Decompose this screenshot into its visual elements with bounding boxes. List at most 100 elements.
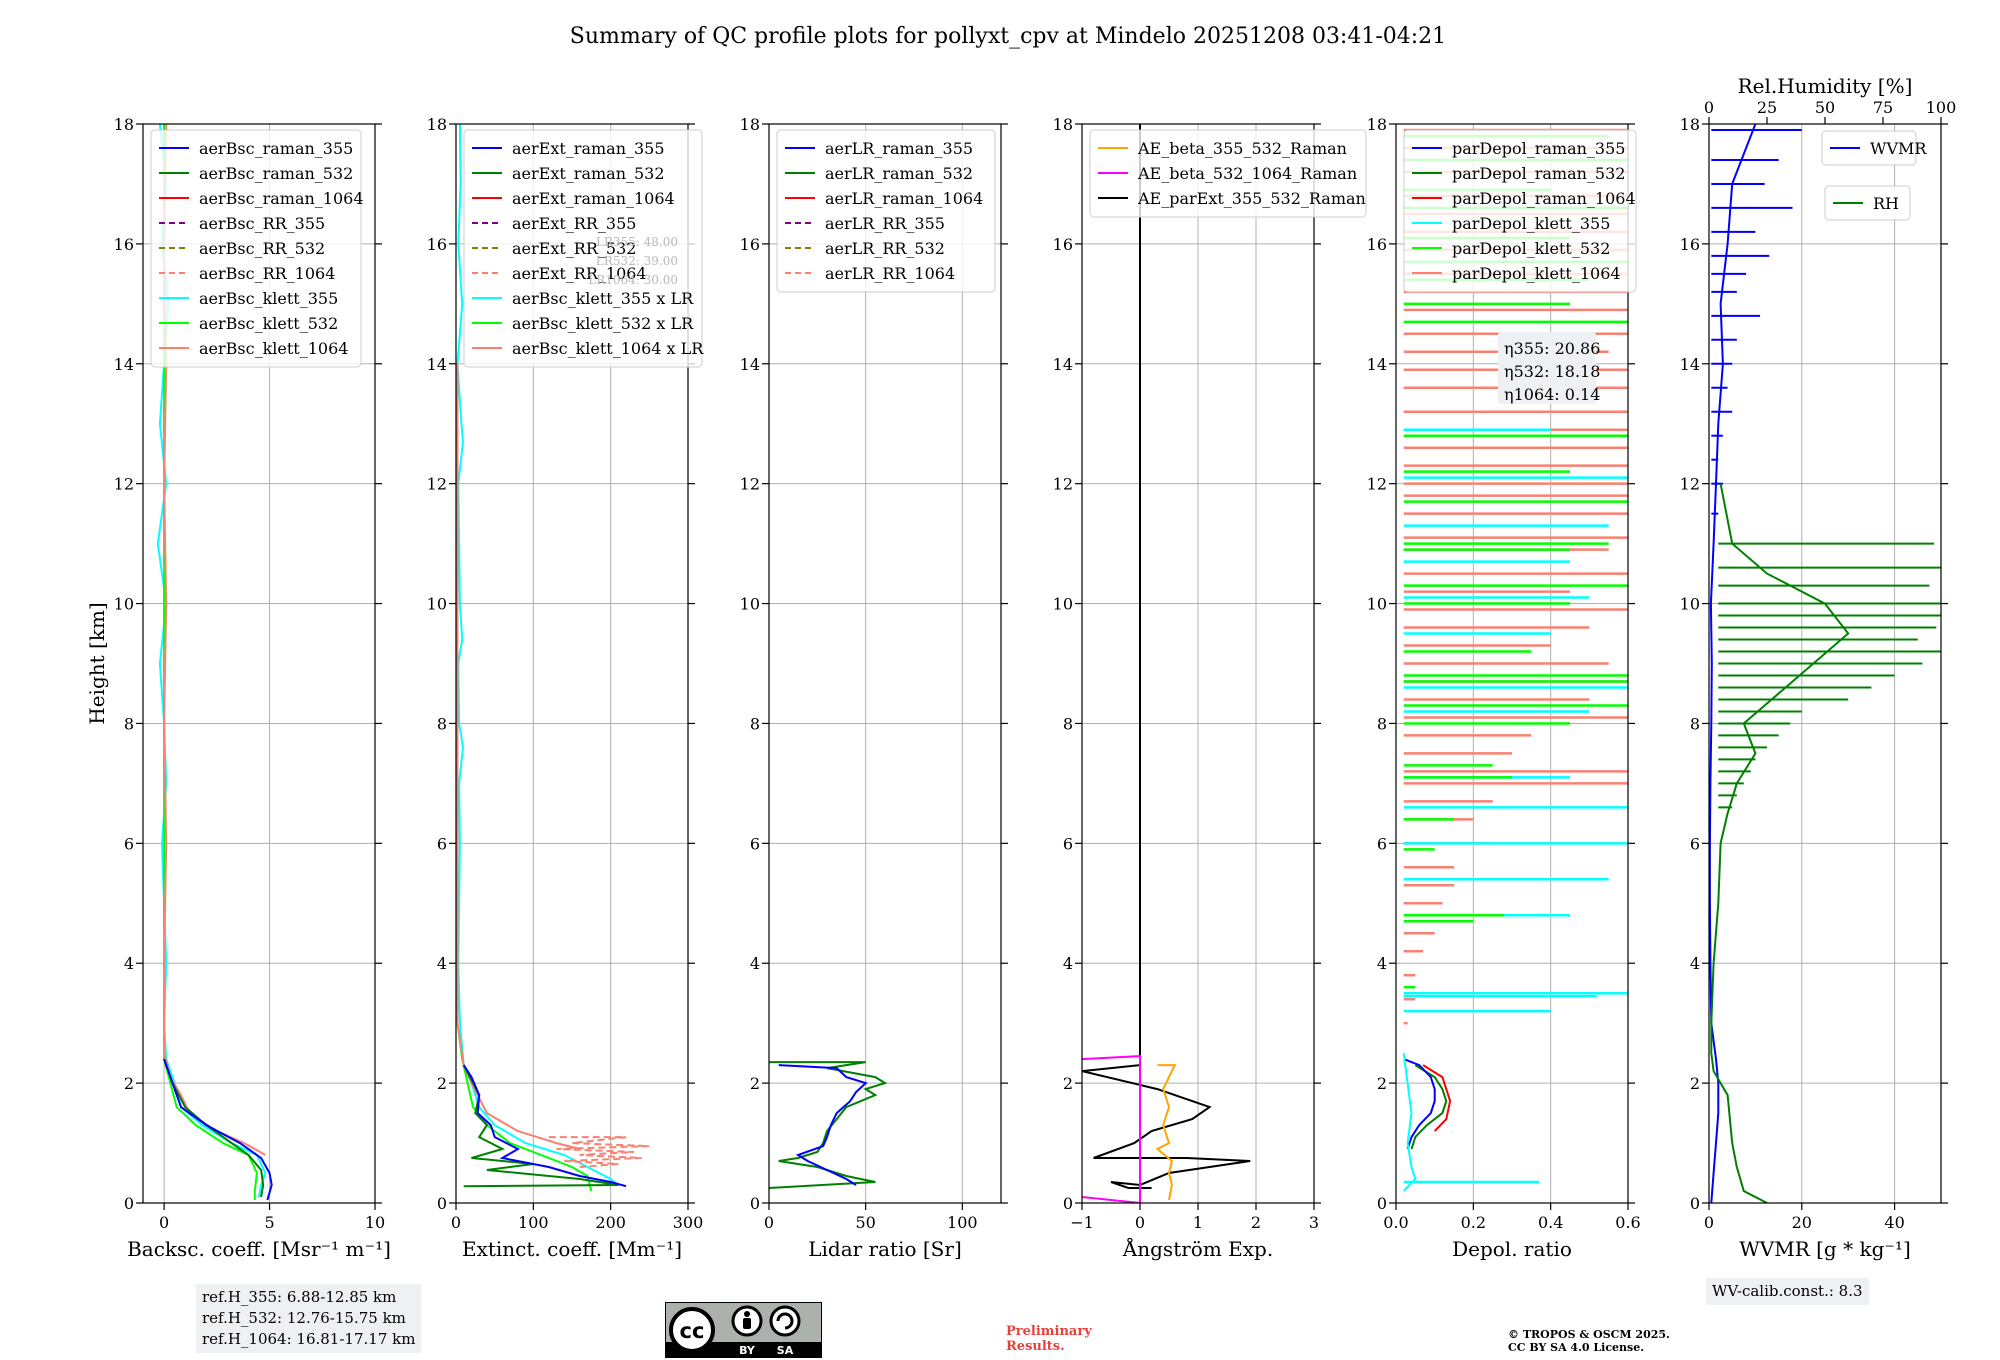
series-aerBsc_raman_532 [163, 1058, 265, 1198]
x-tick-label: 0.0 [1383, 1213, 1408, 1232]
y-tick-label: 12 [1367, 475, 1387, 494]
x-axis-label: Extinct. coeff. [Mm⁻¹] [462, 1237, 682, 1261]
y-tick-label: 8 [750, 714, 760, 733]
y-tick-label: 16 [740, 235, 760, 254]
legend-box [1403, 129, 1637, 293]
cc-icon [669, 1307, 715, 1353]
top-x-tick-label: 0 [1704, 98, 1714, 117]
legend-box [1824, 185, 1911, 221]
ref-height-355: ref.H_355: 6.88-12.85 km [202, 1288, 397, 1306]
eta-value: η355: 20.86 [1504, 339, 1600, 358]
legend-label: aerLR_raman_1064 [825, 189, 983, 208]
legend-RH: RH [1824, 185, 1911, 221]
legend-label: aerBsc_klett_532 [199, 314, 338, 333]
legend-label: aerExt_RR_532 [512, 239, 636, 258]
legend-label: aerExt_RR_1064 [512, 264, 647, 283]
series-aerBsc_klett_532-x-LR [456, 363, 593, 1192]
y-tick-label: 0 [750, 1194, 760, 1213]
series-aerLR_raman_355 [778, 1064, 868, 1186]
legend-label: aerLR_raman_532 [825, 164, 973, 183]
series-AE_beta_532_1064_Raman [1082, 1055, 1141, 1203]
y-tick-label: 14 [114, 355, 134, 374]
legend-label: aerExt_raman_355 [512, 139, 665, 158]
legend-label: parDepol_raman_1064 [1452, 189, 1636, 208]
y-tick-label: 14 [740, 355, 760, 374]
panel-lr: 0 2 4 6 8 10 12 14 16 18 0 50 100 Lidar ratio [Sr] aer… [740, 115, 1008, 1261]
legend-depol: parDepol_raman_355 parDepol_raman_532 parD… [1403, 129, 1637, 293]
legend-lr: aerLR_raman_355 aerLR_raman_532 aerLR_rama… [776, 129, 996, 293]
y-tick-label: 2 [1377, 1074, 1387, 1093]
x-axis-label: Lidar ratio [Sr] [808, 1237, 962, 1261]
y-tick-label: 12 [1680, 475, 1700, 494]
y-tick-label: 2 [124, 1074, 134, 1093]
y-tick-label: 2 [1063, 1074, 1073, 1093]
series-WVMR [1709, 124, 1757, 1203]
top-x-tick-label: 25 [1757, 98, 1777, 117]
y-tick-label: 10 [1680, 595, 1700, 614]
copyright-note: © TROPOS & OSCM 2025. CC BY SA 4.0 Licen… [1508, 1328, 1670, 1354]
legend-box [1089, 129, 1367, 218]
series-AE_beta_355_532_Raman [1155, 1064, 1177, 1201]
legend-label: AE_parExt_355_532_Raman [1137, 189, 1366, 208]
lr-value: LR1064: 30.00 [588, 273, 678, 287]
x-tick-label: 1 [1193, 1213, 1203, 1232]
legend-label: aerBsc_klett_1064 [199, 339, 348, 358]
y-tick-label: 14 [1367, 355, 1387, 374]
preliminary-line-2: Results. [1006, 1339, 1065, 1354]
cc-sa-label: SA [777, 1344, 794, 1357]
y-tick-label: 10 [1367, 595, 1387, 614]
x-tick-label: 0 [764, 1213, 774, 1232]
y-tick-label: 18 [1053, 115, 1073, 134]
y-tick-label: 10 [427, 595, 447, 614]
data-layer [769, 1061, 888, 1189]
y-tick-label: 10 [114, 595, 134, 614]
lr-value: LR532: 39.00 [596, 254, 678, 268]
copyright-line-1: © TROPOS & OSCM 2025. [1508, 1328, 1670, 1341]
y-tick-label: 6 [750, 834, 760, 853]
ref-height-1064: ref.H_1064: 16.81-17.17 km [202, 1330, 416, 1348]
y-tick-label: 12 [427, 475, 447, 494]
x-tick-label: 100 [947, 1213, 978, 1232]
x-tick-label: 0.6 [1615, 1213, 1640, 1232]
data-layer [456, 124, 650, 1192]
legend-label: aerBsc_RR_1064 [199, 264, 335, 283]
top-axis-label: Rel.Humidity [%] [1738, 74, 1913, 98]
series-parDepol_raman_355 [1403, 1058, 1436, 1150]
wv-calib-const: WV-calib.const.: 8.3 [1712, 1282, 1863, 1300]
figure-title: Summary of QC profile plots for pollyxt_… [570, 24, 1446, 49]
y-tick-label: 4 [124, 954, 134, 973]
series-aerBsc_raman_355 [163, 1058, 273, 1201]
x-axis-label: Backsc. coeff. [Msr⁻¹ m⁻¹] [127, 1237, 391, 1261]
eta-value: η1064: 0.14 [1504, 385, 1600, 404]
share-alike-icon [769, 1305, 801, 1337]
x-tick-label: 2 [1251, 1213, 1261, 1232]
legend-box [463, 129, 703, 368]
x-tick-label: 3 [1309, 1213, 1319, 1232]
x-tick-label: −1 [1070, 1213, 1094, 1232]
x-tick-label: 5 [264, 1213, 274, 1232]
legend-label: parDepol_klett_532 [1452, 239, 1610, 258]
y-tick-label: 8 [1690, 714, 1700, 733]
data-layer [1709, 124, 1941, 1203]
y-tick-label: 18 [1367, 115, 1387, 134]
axes-frame [455, 123, 689, 1204]
series-parDepol_raman_1064 [1422, 1064, 1452, 1132]
legend-label: parDepol_klett_1064 [1452, 264, 1621, 283]
data-layer [1082, 124, 1251, 1203]
series-aerBsc_klett_355-x-LR [456, 124, 620, 1186]
y-tick-label: 2 [437, 1074, 447, 1093]
y-tick-label: 10 [740, 595, 760, 614]
x-tick-label: 100 [518, 1213, 549, 1232]
y-tick-label: 14 [1053, 355, 1073, 374]
legend-label: aerExt_RR_355 [512, 214, 636, 233]
legend-label: aerExt_raman_1064 [512, 189, 675, 208]
legend-label: aerBsc_RR_532 [199, 239, 325, 258]
x-tick-label: 0 [1704, 1213, 1714, 1232]
lidar-ratio-annotation: LR355: 48.00 LR532: 39.00 LR1064: 30.00 [588, 235, 678, 287]
legend-label: aerBsc_klett_1064 x LR [512, 339, 704, 358]
legend-label: parDepol_raman_355 [1452, 139, 1625, 158]
x-tick-label: 0 [159, 1213, 169, 1232]
x-tick-label: 40 [1884, 1213, 1904, 1232]
y-tick-label: 12 [1053, 475, 1073, 494]
x-tick-label: 0.4 [1538, 1213, 1563, 1232]
